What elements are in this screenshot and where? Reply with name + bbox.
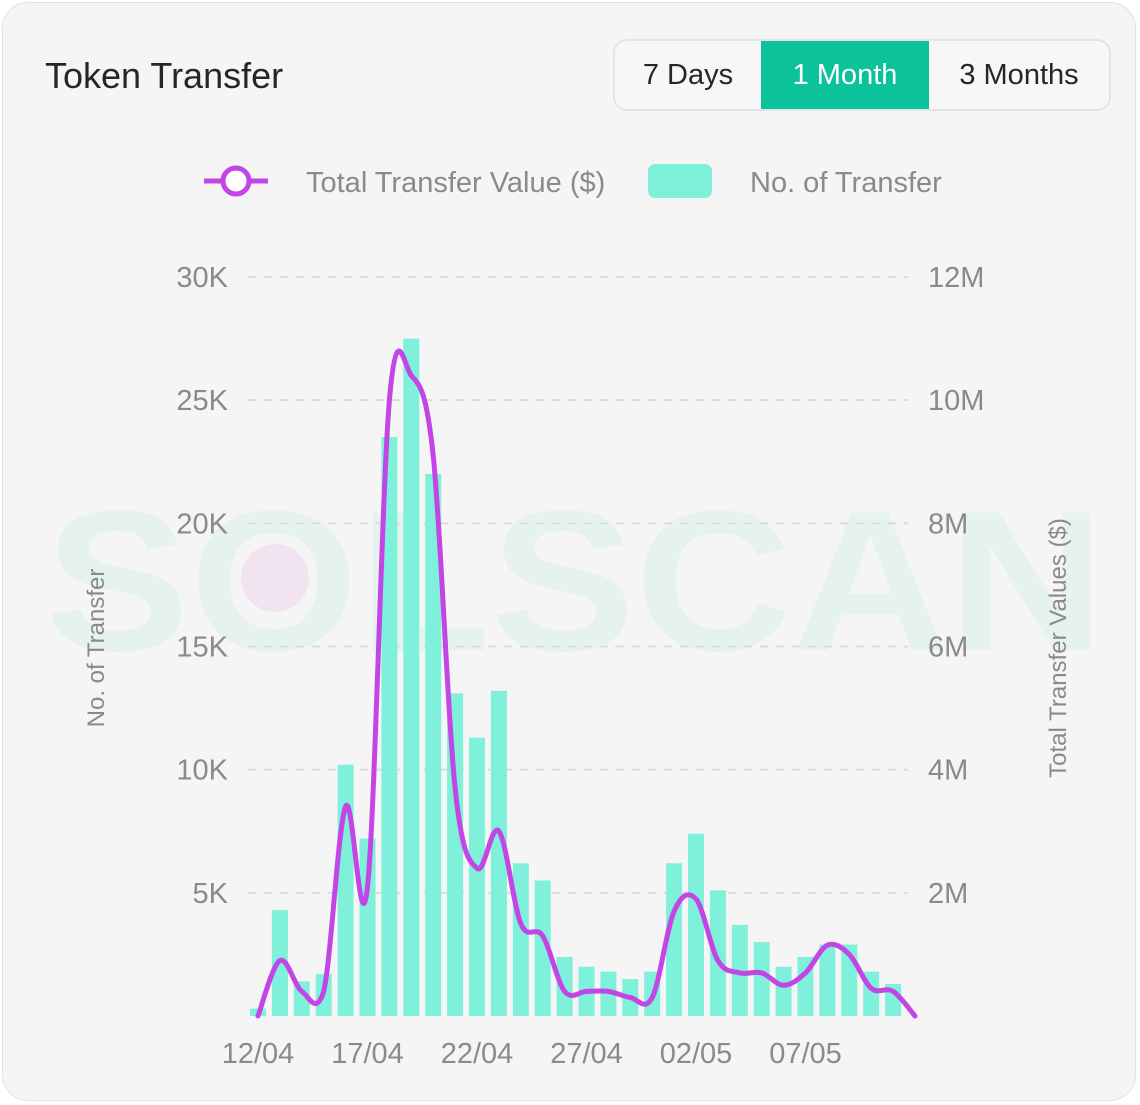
bar xyxy=(753,942,770,1016)
bar xyxy=(775,966,792,1016)
left-axis-tick-label: 10K xyxy=(176,755,228,787)
x-axis-tick-label: 07/05 xyxy=(769,1038,842,1070)
legend-label-value: Total Transfer Value ($) xyxy=(306,167,605,199)
bar xyxy=(819,944,836,1016)
bar xyxy=(359,838,376,1016)
right-axis-tick-label: 10M xyxy=(928,385,984,417)
legend-line-marker-circle xyxy=(220,165,252,197)
x-axis-ticks: 12/04 17/04 22/04 27/04 02/05 07/05 xyxy=(222,1038,842,1070)
right-axis-title: Total Transfer Values ($) xyxy=(1045,518,1072,778)
left-axis-title: No. of Transfer xyxy=(83,569,110,728)
left-axis-tick-label: 25K xyxy=(176,385,228,417)
legend-label-count: No. of Transfer xyxy=(750,167,942,199)
bar xyxy=(337,764,354,1016)
bar xyxy=(403,338,420,1016)
x-axis-tick-label: 02/05 xyxy=(660,1038,733,1070)
right-axis-tick-label: 12M xyxy=(928,262,984,294)
card-title: Token Transfer xyxy=(45,55,284,96)
right-axis-tick-label: 6M xyxy=(928,632,968,664)
range-1-month-button[interactable]: 1 Month xyxy=(761,41,929,109)
bar xyxy=(512,863,529,1016)
bar xyxy=(425,474,442,1017)
time-range-selector: 7 Days 1 Month 3 Months xyxy=(613,39,1111,111)
x-axis-tick-label: 17/04 xyxy=(331,1038,404,1070)
right-axis-tick-label: 2M xyxy=(928,878,968,910)
range-3-months-button[interactable]: 3 Months xyxy=(959,58,1079,91)
line-series-total-transfer-value xyxy=(255,348,918,1019)
left-axis-ticks: 30K 25K 20K 15K 10K 5K xyxy=(176,262,228,910)
bar xyxy=(709,890,726,1016)
bar xyxy=(490,690,507,1016)
watermark-text: SOLSCAN xyxy=(45,470,1105,693)
left-axis-tick-label: 5K xyxy=(193,878,229,910)
bar-series xyxy=(250,338,902,1017)
right-axis-tick-label: 8M xyxy=(928,508,968,540)
bar xyxy=(447,693,464,1016)
x-axis-tick-label: 22/04 xyxy=(441,1038,514,1070)
left-axis-tick-label: 15K xyxy=(176,632,228,664)
bar xyxy=(556,956,573,1016)
range-7-days-button[interactable]: 7 Days xyxy=(642,58,734,91)
bar xyxy=(534,880,551,1016)
left-axis-tick-label: 30K xyxy=(176,262,228,294)
x-axis-tick-label: 12/04 xyxy=(222,1038,295,1070)
right-axis-tick-label: 4M xyxy=(928,755,968,787)
watermark-dot xyxy=(241,544,309,612)
bar xyxy=(688,833,704,1016)
bar xyxy=(469,737,485,1016)
legend-item-line[interactable]: Total Transfer Value ($) xyxy=(204,165,605,199)
legend: Total Transfer Value ($) No. of Transfer xyxy=(204,164,942,199)
legend-item-bar[interactable]: No. of Transfer xyxy=(648,164,942,199)
grid-lines xyxy=(248,276,908,894)
right-axis-ticks: 12M 10M 8M 6M 4M 2M xyxy=(928,262,984,910)
left-axis-tick-label: 20K xyxy=(176,508,228,540)
legend-bar-marker xyxy=(648,164,712,198)
bar xyxy=(381,437,398,1016)
x-axis-tick-label: 27/04 xyxy=(550,1038,623,1070)
